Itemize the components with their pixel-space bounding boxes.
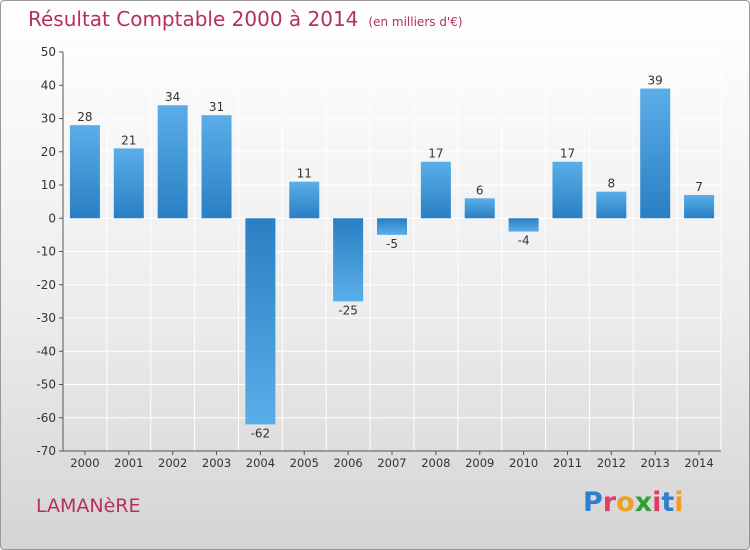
proxiti-logo: Proxiti xyxy=(583,487,684,518)
y-tick-label: -30 xyxy=(36,311,56,325)
y-tick-label: -60 xyxy=(36,411,56,425)
unit-label: (en milliers d'€) xyxy=(368,15,463,29)
x-tick-labels: 2000 2001 2002 2003 2004 2005 2006 2007 2008 2009… xyxy=(70,456,713,470)
bar-2010 xyxy=(508,218,539,232)
y-tick-label: 30 xyxy=(41,112,56,126)
y-tick-label: 0 xyxy=(48,211,56,225)
bar-2008 xyxy=(420,161,451,219)
y-tick-label: -70 xyxy=(36,444,56,458)
data-label-2013: 39 xyxy=(648,74,663,88)
bar-2011 xyxy=(552,161,583,219)
chart-title: Résultat Comptable 2000 à 2014 (en millie… xyxy=(28,7,463,31)
y-tick-label: -10 xyxy=(36,245,56,259)
x-tick-label: 2005 xyxy=(290,456,319,470)
x-tick-label: 2014 xyxy=(684,456,713,470)
data-label-2000: 28 xyxy=(77,110,92,124)
data-label-2009: 6 xyxy=(476,183,484,197)
data-label-2002: 34 xyxy=(165,90,180,104)
logo-letter: P xyxy=(583,487,603,518)
x-tick-label: 2013 xyxy=(641,456,670,470)
data-labels: 28 21 34 31 -62 11 -25 -5 17 6 -4 17 8 39 7 xyxy=(77,74,703,441)
x-tick-label: 2000 xyxy=(70,456,99,470)
x-tick-label: 2008 xyxy=(421,456,450,470)
logo-letter: o xyxy=(616,487,635,518)
bar-2014 xyxy=(684,194,715,219)
x-tick-label: 2009 xyxy=(465,456,494,470)
logo-letter: r xyxy=(602,487,617,518)
bar-2007 xyxy=(377,218,407,235)
logo-letter: i xyxy=(652,487,662,518)
x-tick-label: 2011 xyxy=(553,456,582,470)
y-tick-label: 10 xyxy=(41,178,56,192)
x-tick-label: 2004 xyxy=(246,456,275,470)
bar-2001 xyxy=(113,148,144,219)
data-label-2005: 11 xyxy=(297,167,312,181)
bar-2000 xyxy=(69,125,100,219)
logo-letter: i xyxy=(674,487,684,518)
x-tick-label: 2001 xyxy=(114,456,143,470)
data-label-2004: -62 xyxy=(251,426,271,440)
bar-2006 xyxy=(333,218,364,302)
commune-name: LAMANèRE xyxy=(36,495,141,517)
y-tick-label: -40 xyxy=(36,344,56,358)
bars xyxy=(69,88,715,425)
y-tick-label: -50 xyxy=(36,378,56,392)
logo-letter: x xyxy=(634,487,653,518)
y-tick-label: 20 xyxy=(41,145,56,159)
bar-2009 xyxy=(464,198,495,219)
y-tick-label: 40 xyxy=(41,78,56,92)
y-tick-label: -20 xyxy=(36,278,56,292)
x-tick-label: 2007 xyxy=(377,456,406,470)
data-label-2006: -25 xyxy=(338,303,358,317)
x-tick-label: 2003 xyxy=(202,456,231,470)
data-label-2003: 31 xyxy=(209,100,224,114)
y-tick-label: 50 xyxy=(41,45,56,59)
bar-2003 xyxy=(201,115,232,219)
axes xyxy=(59,51,721,455)
data-label-2012: 8 xyxy=(608,177,616,191)
data-label-2010: -4 xyxy=(518,234,530,248)
data-label-2011: 17 xyxy=(560,147,575,161)
x-tick-label: 2012 xyxy=(597,456,626,470)
bar-2002 xyxy=(157,105,188,219)
bar-2004 xyxy=(245,218,276,425)
data-label-2001: 21 xyxy=(121,133,136,147)
y-tick-labels: 50 40 30 20 10 0 -10 -20 -30 -40 -50 -60 -70 xyxy=(36,45,56,458)
data-label-2007: -5 xyxy=(386,237,398,251)
title-text: Résultat Comptable 2000 à 2014 xyxy=(28,7,359,31)
logo-letter: t xyxy=(661,487,675,518)
bar-2013 xyxy=(640,88,671,219)
x-tick-label: 2006 xyxy=(333,456,362,470)
data-label-2008: 17 xyxy=(428,147,443,161)
bar-2005 xyxy=(289,181,320,219)
x-tick-label: 2002 xyxy=(158,456,187,470)
x-tick-label: 2010 xyxy=(509,456,538,470)
data-label-2014: 7 xyxy=(695,180,703,194)
bar-2012 xyxy=(596,191,627,219)
